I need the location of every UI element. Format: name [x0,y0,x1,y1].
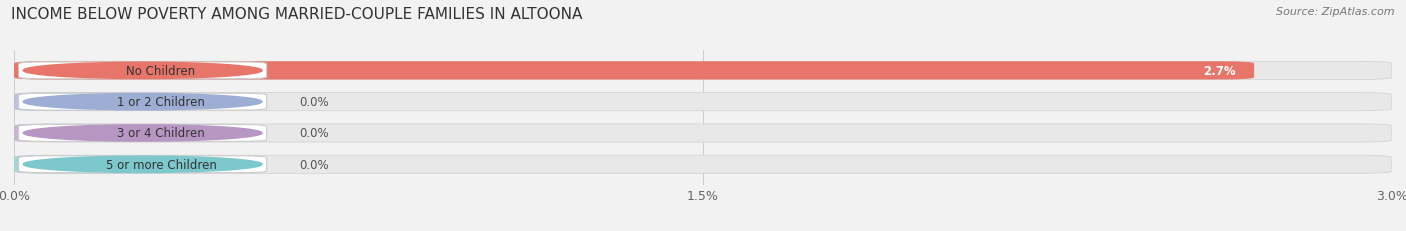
FancyBboxPatch shape [14,155,187,173]
Text: 5 or more Children: 5 or more Children [105,158,217,171]
Circle shape [24,94,262,110]
Text: 2.7%: 2.7% [1204,65,1236,78]
FancyBboxPatch shape [18,63,267,79]
Text: No Children: No Children [127,65,195,78]
FancyBboxPatch shape [18,125,267,142]
Text: 0.0%: 0.0% [299,127,329,140]
FancyBboxPatch shape [14,124,1392,143]
FancyBboxPatch shape [18,94,267,111]
Text: Source: ZipAtlas.com: Source: ZipAtlas.com [1277,7,1395,17]
Circle shape [24,156,262,173]
FancyBboxPatch shape [14,93,187,111]
Text: 1 or 2 Children: 1 or 2 Children [117,96,205,109]
Circle shape [24,125,262,142]
FancyBboxPatch shape [18,156,267,173]
FancyBboxPatch shape [14,155,1392,173]
Text: INCOME BELOW POVERTY AMONG MARRIED-COUPLE FAMILIES IN ALTOONA: INCOME BELOW POVERTY AMONG MARRIED-COUPL… [11,7,582,22]
Text: 0.0%: 0.0% [299,96,329,109]
Circle shape [24,63,262,79]
FancyBboxPatch shape [14,62,1392,80]
FancyBboxPatch shape [14,62,1254,80]
Text: 3 or 4 Children: 3 or 4 Children [117,127,205,140]
FancyBboxPatch shape [14,124,187,143]
Text: 0.0%: 0.0% [299,158,329,171]
FancyBboxPatch shape [14,93,1392,111]
